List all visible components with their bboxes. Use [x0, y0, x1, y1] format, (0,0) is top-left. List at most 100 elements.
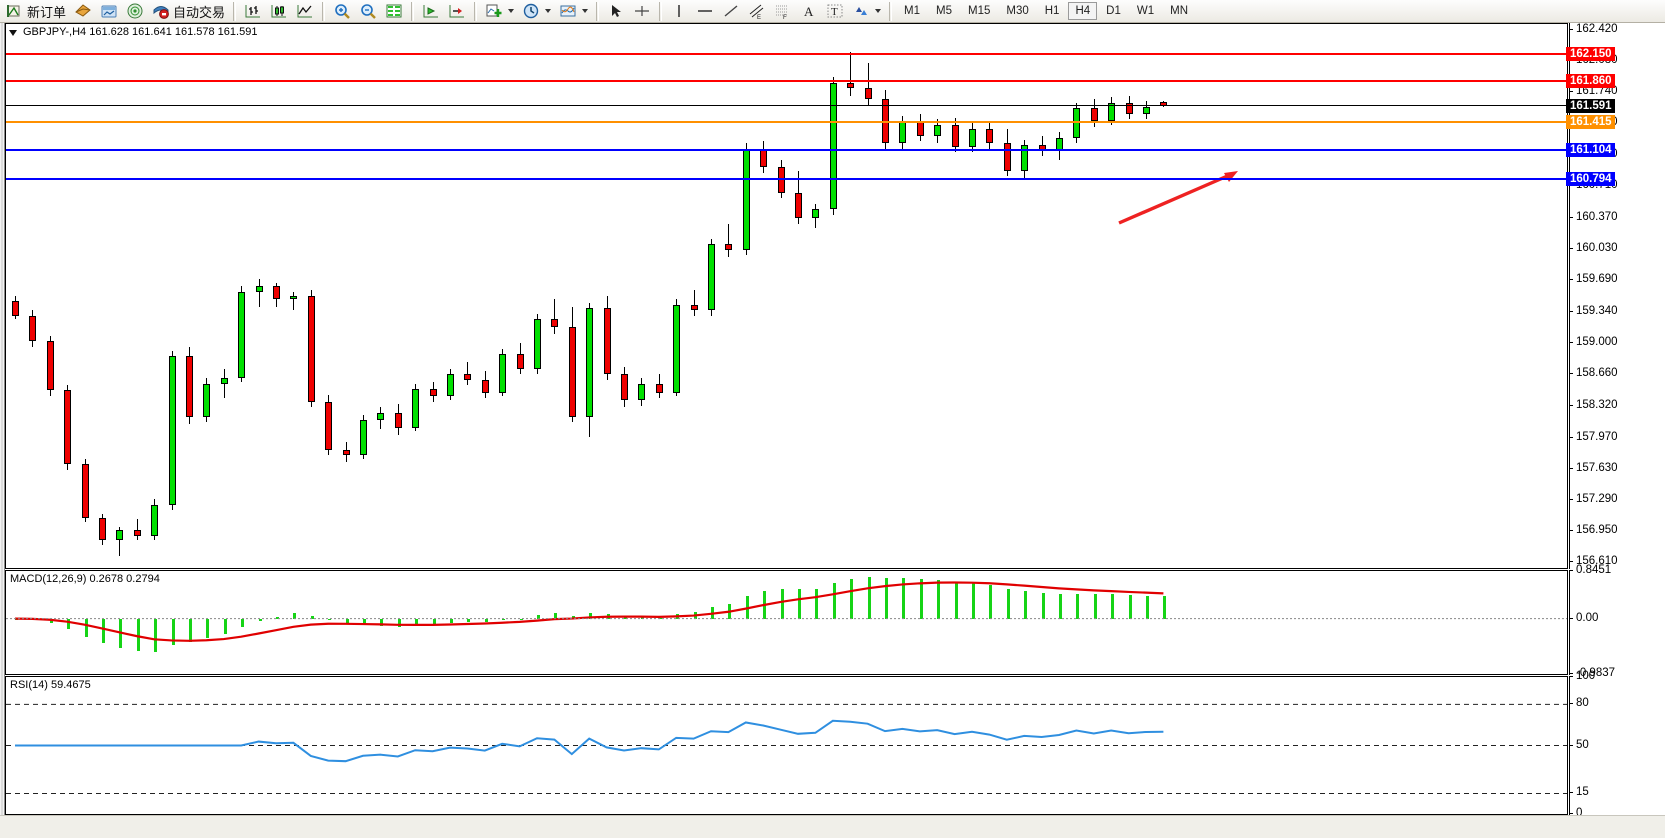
trend-arrow-annotation[interactable] [6, 24, 1567, 568]
candle-body [481, 379, 489, 393]
rsi-tick: 15 [1569, 786, 1589, 798]
chart-area[interactable]: GBPJPY-,H4 161.628 161.641 161.578 161.5… [0, 23, 1665, 838]
macd-bar [867, 576, 871, 619]
chevron-down-icon[interactable] [582, 9, 589, 13]
macd-bar [450, 618, 453, 624]
bid-price-tag[interactable]: 161.415 [1566, 114, 1615, 129]
timeframe-h4[interactable]: H4 [1068, 2, 1098, 20]
macd-pane[interactable]: MACD(12,26,9) 0.2678 0.2794 [5, 570, 1568, 675]
periods-button[interactable] [518, 1, 555, 22]
text-label-button[interactable]: T [822, 1, 848, 22]
cursor-button[interactable] [603, 1, 629, 22]
metaeditor-button[interactable] [70, 1, 96, 22]
price-scale[interactable]: 162.420162.080161.740161.400161.050160.7… [1566, 23, 1665, 819]
text-button[interactable]: A [796, 1, 822, 22]
bid-price-line[interactable] [6, 120, 1575, 123]
crosshair-button[interactable] [629, 1, 655, 22]
toolbar-separator [474, 1, 478, 21]
candlestick [1143, 24, 1152, 568]
macd-bar [1059, 593, 1062, 619]
zoom-out-button[interactable] [355, 1, 381, 22]
auto-trading-icon [152, 2, 170, 20]
templates-button[interactable] [555, 1, 592, 22]
equidistant-channel-icon: E [748, 2, 766, 21]
navigator-button[interactable] [122, 1, 148, 22]
macd-bar [432, 618, 436, 625]
macd-bar [1111, 594, 1115, 619]
candle-body [690, 304, 698, 311]
macd-bar [1041, 592, 1045, 619]
timeframe-m1[interactable]: M1 [904, 5, 921, 17]
chevron-down-icon[interactable] [508, 9, 515, 13]
horizontal-line-icon [696, 2, 714, 20]
resistance-tag[interactable]: 162.150 [1566, 47, 1615, 62]
candlestick [725, 24, 734, 568]
timeframe-d1[interactable]: D1 [1106, 5, 1121, 17]
support-tag[interactable]: 161.104 [1566, 143, 1615, 158]
fibonacci-button[interactable]: F [770, 1, 796, 22]
line-chart-button[interactable] [292, 1, 318, 22]
horizontal-line-button[interactable] [692, 1, 718, 22]
last-price-line[interactable] [6, 104, 1575, 106]
market-watch-button[interactable] [96, 1, 122, 22]
zoom-in-button[interactable] [329, 1, 355, 22]
candle-body [725, 244, 733, 250]
auto-trading-button[interactable]: 自动交易 [148, 1, 229, 22]
timeframe-mn[interactable]: MN [1170, 5, 1188, 17]
candle-body [516, 354, 524, 369]
resistance-tag[interactable]: 161.860 [1566, 73, 1615, 88]
chevron-down-icon[interactable] [875, 9, 882, 13]
shapes-button[interactable] [848, 1, 885, 22]
rsi-pane[interactable]: RSI(14) 59.4675 [5, 676, 1568, 815]
candle-body [290, 295, 298, 300]
candle-body [12, 301, 19, 316]
last-price-tag[interactable]: 161.591 [1566, 98, 1615, 113]
macd-bar [345, 618, 349, 624]
support-line[interactable] [6, 177, 1575, 180]
trendline-button[interactable] [718, 1, 744, 22]
data-window-button[interactable] [381, 1, 407, 22]
candle-body [1073, 108, 1081, 138]
macd-bar [189, 618, 192, 643]
timeframe-m15[interactable]: M15 [968, 5, 991, 17]
timeframe-m5[interactable]: M5 [936, 5, 952, 17]
candlestick [1003, 24, 1013, 568]
price-pane[interactable]: GBPJPY-,H4 161.628 161.641 161.578 161.5… [5, 23, 1575, 569]
candlestick [46, 24, 56, 568]
macd-label: MACD(12,26,9) 0.2678 0.2794 [10, 573, 160, 585]
indicators-button[interactable] [481, 1, 518, 22]
timeframe-h1[interactable]: H1 [1044, 5, 1060, 17]
bar-chart-button[interactable] [240, 1, 266, 22]
resistance-line[interactable] [6, 79, 1575, 82]
macd-bar [67, 618, 71, 630]
auto-scroll-button[interactable] [418, 1, 444, 22]
timeframe-w1[interactable]: W1 [1136, 5, 1155, 17]
vertical-line-button[interactable] [666, 1, 692, 22]
new-order-button[interactable]: 新订单 [2, 1, 70, 22]
candle-body [307, 295, 315, 402]
candle-body [499, 354, 507, 393]
chart-collapse-icon[interactable] [9, 29, 17, 37]
chart-shift-button[interactable] [444, 1, 470, 22]
support-tag[interactable]: 160.794 [1566, 171, 1615, 186]
macd-bar [537, 615, 540, 619]
support-line[interactable] [6, 149, 1575, 152]
macd-bar [102, 618, 105, 644]
candlestick [586, 24, 595, 568]
macd-bar [1076, 593, 1080, 619]
svg-text:E: E [757, 15, 761, 20]
candlestick-chart-button[interactable] [266, 1, 292, 22]
candle-body [151, 504, 159, 536]
candle-body [1003, 143, 1011, 171]
candlestick [690, 24, 700, 568]
candle-body [360, 420, 367, 456]
resistance-line[interactable] [6, 53, 1575, 56]
chevron-down-icon[interactable] [545, 9, 552, 13]
timeframe-m30[interactable]: M30 [1006, 5, 1029, 17]
svg-text:T: T [831, 6, 838, 18]
chart-title: GBPJPY-,H4 161.628 161.641 161.578 161.5… [23, 26, 258, 38]
equidistant-channel-button[interactable]: E [744, 1, 770, 22]
candle-body [934, 124, 942, 136]
candlestick [812, 24, 821, 568]
